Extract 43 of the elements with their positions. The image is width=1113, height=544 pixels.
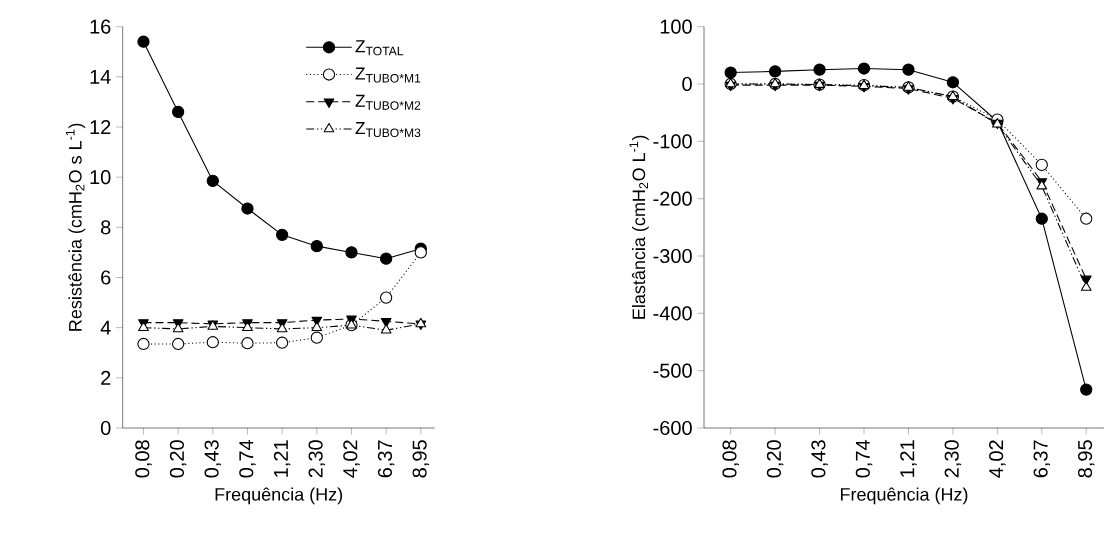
y-tick-label: 16 [90, 19, 111, 34]
x-tick-label: 1,21 [273, 440, 291, 477]
y-tick-label: 0 [100, 420, 111, 436]
x-axis-title: Frequência (Hz) [215, 487, 343, 505]
y-tick-label: 2 [101, 370, 111, 385]
x-tick-label: 0,20 [766, 440, 784, 478]
x-tick-label: 2,30 [944, 440, 962, 478]
x-tick-label: 0,43 [204, 440, 222, 478]
x-tick-label: 2,30 [308, 440, 326, 478]
x-tick-label: 0,08 [722, 440, 739, 478]
y-axis-title: Elastância (cmH$_{2}$O L$^{-1}$) [629, 135, 649, 319]
y-tick-label: 12 [90, 120, 111, 134]
y-tick-label: 10 [90, 170, 111, 185]
y-tick-label: 6 [101, 270, 111, 285]
y-tick-label: 8 [101, 220, 111, 235]
x-tick-label: 0,08 [135, 440, 152, 478]
y-axis-title: Resistência (cmH$_{2}$O s L$^{-1}$) [65, 123, 86, 331]
x-tick-label: 0,20 [169, 440, 187, 478]
x-tick-label: 4,02 [989, 440, 1006, 478]
y-tick-label: -200 [653, 191, 692, 206]
y-tick-label: -100 [653, 134, 692, 149]
x-tick-label: 1,21 [900, 440, 917, 477]
legend-label: Z$_{TUBO*M2}$ [355, 94, 421, 110]
x-tick-label: 6,37 [377, 440, 395, 478]
x-tick-label: 8,95 [1077, 440, 1095, 478]
y-tick-label: 14 [90, 69, 111, 84]
y-tick-label: -400 [653, 306, 692, 321]
y-tick-label: 100 [660, 19, 692, 34]
y-tick-label: -600 [653, 420, 692, 436]
x-tick-label: 8,95 [412, 440, 430, 478]
x-tick-label: 0,43 [811, 440, 828, 478]
y-tick-label: -300 [653, 248, 692, 264]
x-tick-label: 0,74 [855, 439, 873, 478]
y-tick-label: 4 [100, 320, 111, 335]
x-tick-label: 0,74 [239, 439, 256, 478]
legend-label: Z$_{TUBO*M1}$ [355, 67, 421, 83]
x-tick-label: 6,37 [1033, 440, 1051, 478]
legend-label: Z$_{TUBO*M3}$ [355, 122, 421, 138]
y-tick-label: -500 [653, 363, 692, 378]
legend-label: Z$_{TOTAL}$ [355, 40, 404, 56]
x-tick-label: 4,02 [343, 440, 360, 478]
x-axis-title: Frequência (Hz) [840, 487, 968, 505]
y-tick-label: 0 [682, 76, 692, 92]
